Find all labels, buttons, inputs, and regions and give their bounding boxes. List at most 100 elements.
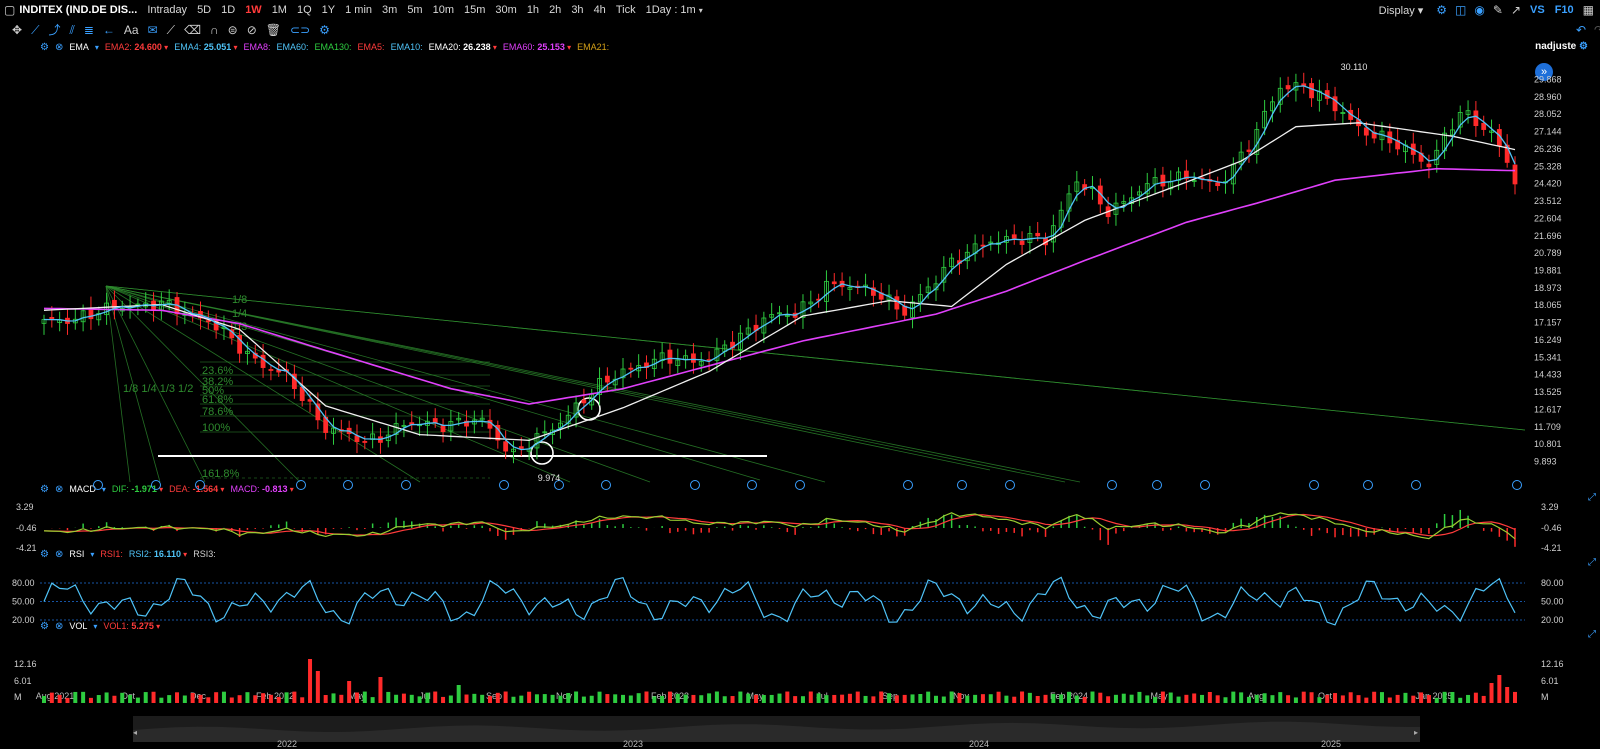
macd-caret-icon[interactable]: ▾: [101, 484, 106, 494]
drawing-settings-icon[interactable]: ⚙: [319, 23, 330, 37]
camera-icon[interactable]: ◉: [1474, 3, 1485, 17]
volume-bar: [519, 695, 524, 703]
expand-chart-button[interactable]: »: [1535, 63, 1553, 81]
hide-icon[interactable]: ⊘: [246, 23, 257, 37]
ema-legend-item[interactable]: EMA130:: [315, 42, 352, 52]
vs-button[interactable]: VS: [1530, 4, 1545, 16]
volume-bar: [370, 697, 375, 703]
display-button[interactable]: Display ▾: [1378, 4, 1424, 17]
legend-caret-icon[interactable]: ▾: [490, 43, 497, 52]
ema-title[interactable]: EMA: [69, 42, 89, 52]
macd-settings-icon[interactable]: ⚙: [40, 483, 49, 495]
channel-tool-icon[interactable]: ⫽: [69, 23, 75, 37]
macd-close-icon[interactable]: ⊗: [54, 483, 64, 495]
fib-tool-icon[interactable]: ≣: [83, 23, 94, 37]
share-icon[interactable]: ↗: [1510, 3, 1521, 17]
lock-icon[interactable]: ⊜: [227, 23, 238, 37]
rsi-close-icon[interactable]: ⊗: [54, 548, 64, 560]
macd-legend-item[interactable]: DIF: -1.971 ▾: [112, 484, 163, 494]
ema-legend-item[interactable]: EMA60:: [277, 42, 309, 52]
ema-legend-item[interactable]: EMA10:: [391, 42, 423, 52]
volume-bar: [1481, 695, 1486, 703]
timeframe-2h[interactable]: 2h: [549, 4, 562, 16]
magnet-icon[interactable]: ∩: [210, 23, 219, 37]
eraser-icon[interactable]: ⌫: [184, 23, 202, 37]
timeframe-5d[interactable]: 5D: [197, 4, 212, 16]
ema-legend-item[interactable]: EMA21:: [577, 42, 609, 52]
vol-title[interactable]: VOL: [69, 621, 88, 631]
vol-close-icon[interactable]: ⊗: [54, 620, 64, 632]
legend-caret-icon[interactable]: ▾: [180, 550, 188, 559]
timeframe-1h[interactable]: 1h: [526, 4, 540, 16]
ema-legend-item[interactable]: EMA4: 25.051 ▾: [174, 42, 237, 52]
timeframe-1w[interactable]: 1W: [245, 4, 262, 16]
timeframe-3m[interactable]: 3m: [382, 4, 398, 16]
timeframe-3h[interactable]: 3h: [571, 4, 584, 16]
ema-legend-item[interactable]: EMA2: 24.600 ▾: [105, 42, 168, 52]
vol-legend-item[interactable]: VOL1: 5.275 ▾: [103, 621, 160, 631]
vol-settings-icon[interactable]: ⚙: [40, 620, 49, 632]
timeframe-4h[interactable]: 4h: [593, 4, 606, 16]
legend-caret-icon[interactable]: ▾: [564, 43, 572, 52]
line-tool-icon[interactable]: ⟋: [31, 23, 40, 37]
undo-icon[interactable]: ↶: [1575, 23, 1586, 37]
timeframe-5m[interactable]: 5m: [407, 4, 423, 16]
legend-caret-icon[interactable]: ▾: [231, 43, 238, 52]
arrow-tool-icon[interactable]: ←: [102, 23, 115, 37]
legend-caret-icon[interactable]: ▾: [156, 485, 164, 494]
macd-legend-item[interactable]: MACD: -0.813 ▾: [230, 484, 293, 494]
rsi-legend-item[interactable]: RSI1:: [100, 549, 123, 559]
timeframe-15m[interactable]: 15m: [464, 4, 486, 16]
macd-legend-item[interactable]: DEA: -1.564 ▾: [169, 484, 224, 494]
redo-icon[interactable]: ↷: [1593, 23, 1600, 37]
macd-title[interactable]: MACD: [69, 484, 96, 494]
rsi-legend-item[interactable]: RSI3:: [193, 549, 216, 559]
link-icon[interactable]: ⊂⊃: [290, 23, 311, 37]
pencil-icon[interactable]: ✎: [1492, 3, 1503, 17]
timeframe-tick[interactable]: Tick: [615, 4, 636, 16]
ema-legend-item[interactable]: EMA5:: [358, 42, 385, 52]
grid-icon[interactable]: ▦: [1582, 3, 1594, 17]
timeframe-30m[interactable]: 30m: [495, 4, 517, 16]
symbol-title[interactable]: INDITEX (IND.DE DIS...: [19, 4, 138, 16]
rsi-legend-item[interactable]: RSI2: 16.110 ▾: [129, 549, 187, 559]
vol-caret-icon[interactable]: ▾: [93, 621, 98, 631]
timeframe-intraday[interactable]: Intraday: [147, 4, 188, 16]
window-icon[interactable]: ◫: [1455, 3, 1467, 17]
timeframe-1y[interactable]: 1Y: [321, 4, 336, 16]
legend-caret-icon[interactable]: ▾: [287, 485, 294, 494]
f10-button[interactable]: F10: [1554, 4, 1574, 16]
legend-caret-icon[interactable]: ▾: [161, 43, 169, 52]
volume-bar: [1145, 695, 1150, 703]
ema-close-icon[interactable]: ⊗: [54, 41, 64, 53]
rsi-settings-icon[interactable]: ⚙: [40, 548, 49, 560]
trend-tool-icon[interactable]: ⤴: [48, 23, 61, 37]
ema-legend-item[interactable]: EMA60: 25.153 ▾: [503, 42, 571, 52]
brush-icon[interactable]: ⟋: [166, 23, 176, 37]
interval-select[interactable]: 1Day : 1m ▾: [641, 4, 708, 17]
volume-bar: [151, 691, 156, 703]
rsi-title[interactable]: RSI: [69, 549, 85, 559]
timeframe-1-min[interactable]: 1 min: [345, 4, 373, 16]
text-tool-icon[interactable]: Aa: [123, 23, 139, 37]
legend-caret-icon[interactable]: ▾: [153, 622, 161, 631]
ema-legend-item[interactable]: EMA20: 26.238 ▾: [429, 42, 497, 52]
ema-settings-icon[interactable]: ⚙: [40, 41, 49, 53]
timeframe-1m[interactable]: 1M: [271, 4, 287, 16]
timeframe-10m[interactable]: 10m: [432, 4, 454, 16]
timeframe-1d[interactable]: 1D: [221, 4, 236, 16]
comment-icon[interactable]: ✉: [147, 23, 158, 37]
move-icon[interactable]: ✥: [12, 23, 23, 37]
settings-gear-icon[interactable]: ⚙: [1436, 3, 1448, 17]
timeframe-1q[interactable]: 1Q: [296, 4, 312, 16]
trash-icon[interactable]: 🗑: [265, 23, 282, 37]
rsi-caret-icon[interactable]: ▾: [90, 549, 95, 559]
volume-bar: [542, 694, 547, 703]
volume-bar: [331, 693, 336, 703]
legend-caret-icon[interactable]: ▾: [218, 485, 225, 494]
ema-legend-item[interactable]: EMA8:: [243, 42, 270, 52]
sidebar-toggle-icon[interactable]: ▢: [4, 3, 16, 17]
ema-caret-icon[interactable]: ▾: [94, 42, 99, 52]
adjust-toggle[interactable]: nadjuste ⚙: [1535, 41, 1588, 52]
